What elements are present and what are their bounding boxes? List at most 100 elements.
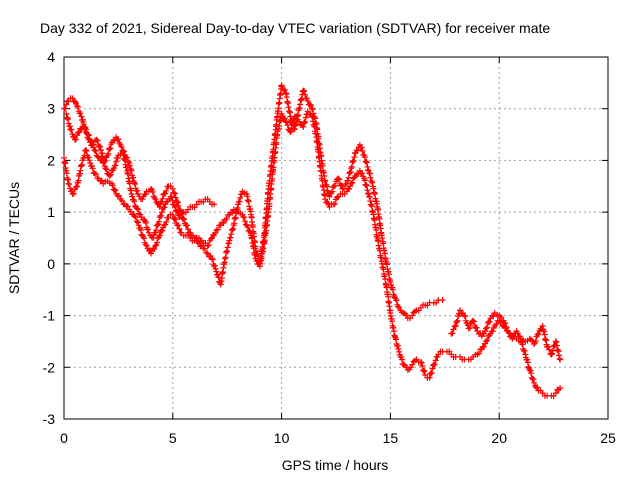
- data-point: [548, 351, 555, 358]
- x-tick-label: 10: [274, 430, 290, 446]
- data-point-fill: [284, 122, 291, 129]
- data-point-fill: [454, 317, 461, 324]
- data-point: [91, 147, 98, 154]
- data-point-fill: [137, 227, 144, 233]
- data-point-fill: [162, 190, 169, 197]
- data-point-fill: [432, 357, 439, 364]
- data-point: [148, 185, 154, 192]
- y-tick-label: 1: [47, 204, 55, 220]
- x-tick-label: 25: [600, 430, 616, 446]
- data-markers: [61, 82, 564, 399]
- data-point: [143, 242, 150, 249]
- data-point: [135, 219, 141, 226]
- data-point-fill: [156, 218, 162, 225]
- data-point-fill: [174, 199, 181, 206]
- data-point: [82, 147, 89, 154]
- x-tick-label: 0: [60, 430, 68, 446]
- data-point-fill: [133, 218, 140, 225]
- data-point: [461, 312, 468, 319]
- data-point-fill: [105, 150, 112, 157]
- data-point-fill: [141, 235, 148, 242]
- data-point-fill: [493, 321, 500, 328]
- data-point: [322, 196, 329, 203]
- data-point-fill: [151, 246, 158, 252]
- data-point-fill: [428, 369, 435, 376]
- data-point-fill: [301, 88, 308, 95]
- data-point: [335, 175, 342, 182]
- data-point-fill: [154, 239, 161, 246]
- data-point-fill: [152, 229, 159, 236]
- data-point: [139, 196, 146, 203]
- data-point: [169, 211, 176, 218]
- data-point-fill: [107, 145, 114, 152]
- y-tick-label: 2: [47, 152, 55, 168]
- data-point-fill: [106, 146, 112, 153]
- data-point-fill: [153, 227, 160, 234]
- data-point-fill: [359, 170, 366, 177]
- data-point-fill: [528, 370, 535, 377]
- x-tick-label: 20: [491, 430, 507, 446]
- data-point-fill: [497, 313, 504, 320]
- data-point: [172, 204, 178, 210]
- data-point-fill: [212, 230, 219, 237]
- data-point: [69, 95, 76, 102]
- data-point: [417, 359, 424, 366]
- data-point-fill: [281, 86, 288, 93]
- data-point: [154, 222, 161, 229]
- data-point-fill: [134, 187, 141, 194]
- data-point-fill: [215, 274, 222, 281]
- data-point-fill: [66, 181, 73, 188]
- data-point-fill: [283, 119, 290, 126]
- data-point-fill: [181, 216, 188, 223]
- data-point-fill: [489, 328, 496, 335]
- data-point-fill: [142, 241, 149, 248]
- data-point-fill: [145, 226, 152, 233]
- data-point: [409, 312, 416, 319]
- data-point-fill: [68, 126, 75, 133]
- data-point-fill: [201, 245, 208, 252]
- data-point: [409, 361, 416, 368]
- data-point-fill: [506, 330, 512, 336]
- data-point-fill: [79, 161, 85, 168]
- data-point: [557, 356, 564, 363]
- data-point-fill: [475, 350, 482, 357]
- data-point-fill: [163, 187, 170, 194]
- data-point-fill: [77, 110, 84, 117]
- data-point-fill: [183, 222, 190, 229]
- data-point: [106, 172, 113, 179]
- data-point: [156, 232, 163, 239]
- y-tick-label: -3: [43, 411, 56, 427]
- data-point: [439, 297, 446, 304]
- data-point-fill: [223, 216, 230, 222]
- data-point-fill: [212, 265, 219, 272]
- data-point-fill: [175, 203, 182, 209]
- data-point-fill: [115, 136, 122, 143]
- data-point-fill: [549, 347, 556, 354]
- data-point: [80, 121, 87, 128]
- data-point-fill: [395, 303, 402, 310]
- data-point-fill: [168, 194, 175, 201]
- data-point-fill: [73, 99, 79, 106]
- data-point-fill: [329, 188, 336, 195]
- data-point-fill: [162, 221, 169, 228]
- data-point-fill: [132, 181, 139, 187]
- data-point-fill: [534, 331, 541, 338]
- data-point: [148, 250, 154, 257]
- data-point-fill: [133, 205, 140, 212]
- data-point-fill: [220, 220, 227, 226]
- data-point-fill: [131, 179, 138, 186]
- data-point-fill: [418, 359, 425, 366]
- data-point-fill: [546, 346, 553, 353]
- data-point-fill: [107, 171, 114, 178]
- data-point-fill: [209, 256, 216, 263]
- data-point-fill: [236, 198, 243, 205]
- data-point: [552, 390, 559, 397]
- data-point-fill: [92, 148, 99, 154]
- data-point: [531, 379, 537, 386]
- data-point-fill: [419, 363, 426, 369]
- data-point-fill: [92, 171, 99, 178]
- data-point-fill: [172, 190, 178, 197]
- data-point: [283, 118, 289, 125]
- data-point-fill: [89, 165, 96, 172]
